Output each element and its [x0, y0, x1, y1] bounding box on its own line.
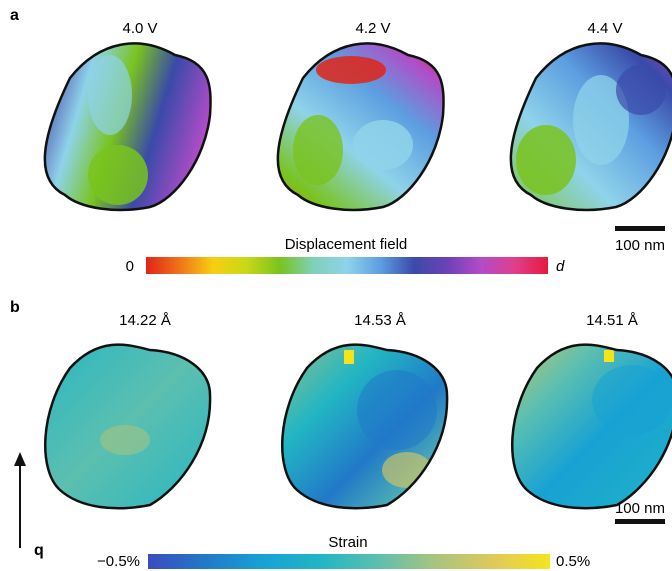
panel-a-title-3: 4.4 V — [587, 20, 622, 37]
panel-b-colorbar-title: Strain — [328, 534, 367, 551]
panel-a-scalebar-label: 100 nm — [615, 237, 665, 254]
panel-b-title-1: 14.22 Å — [119, 312, 171, 329]
panel-b-title-2: 14.53 Å — [354, 312, 406, 329]
panel-a-letter: a — [10, 7, 19, 24]
panel-b-title-3: 14.51 Å — [586, 312, 638, 329]
panel-b-colorbar-min: −0.5% — [97, 553, 140, 570]
panel-a-colorbar — [146, 257, 548, 274]
q-axis-arrow — [14, 452, 26, 548]
panel-b-letter: b — [10, 299, 20, 316]
panel-b-particle-3 — [511, 343, 672, 510]
panel-a-colorbar-min: 0 — [126, 258, 134, 275]
panel-a-particle-1 — [43, 42, 212, 212]
panel-a-particle-3 — [509, 42, 672, 212]
panel-b-colorbar-max: 0.5% — [556, 553, 590, 570]
panel-b-particle-2 — [281, 343, 449, 510]
panel-b-scalebar — [615, 519, 665, 524]
q-axis-label: q — [34, 542, 44, 559]
panel-a-colorbar-max: d — [556, 258, 565, 275]
panel-a-colorbar-title: Displacement field — [285, 236, 408, 253]
panel-a-particle-2 — [276, 42, 445, 212]
panel-b-scalebar-label: 100 nm — [615, 500, 665, 517]
panel-a-title-2: 4.2 V — [355, 20, 390, 37]
panel-b-particle-1 — [44, 343, 212, 510]
panel-a-title-1: 4.0 V — [122, 20, 157, 37]
panel-a-scalebar — [615, 226, 665, 231]
panel-b-colorbar — [148, 554, 550, 569]
